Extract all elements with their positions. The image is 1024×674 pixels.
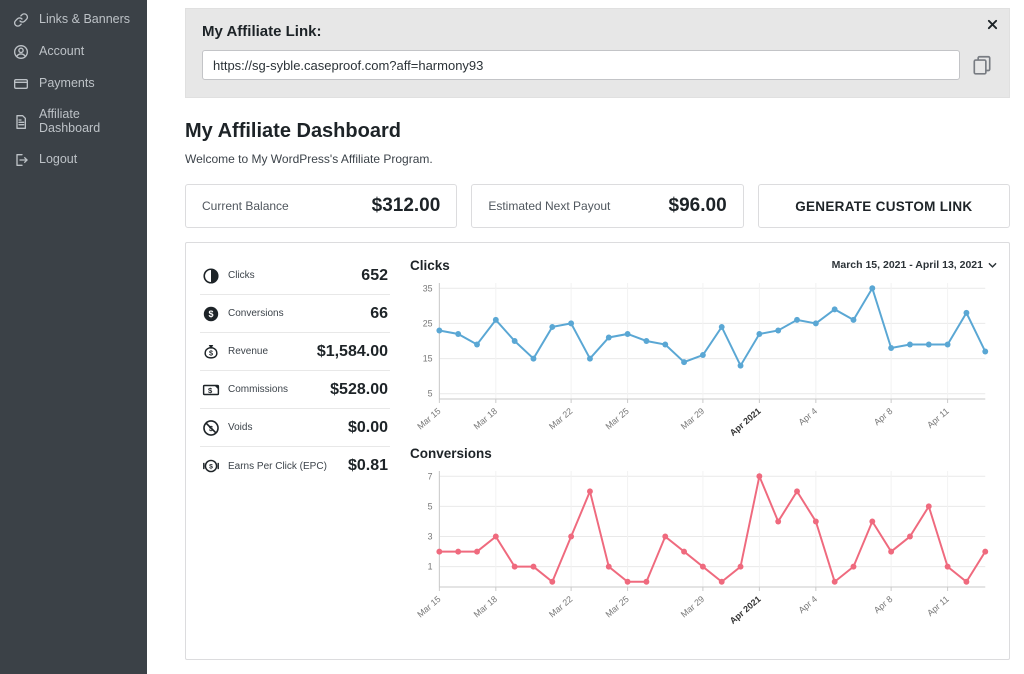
sidebar-item-affiliate-dashboard[interactable]: Affiliate Dashboard [0,100,147,144]
close-icon[interactable] [985,17,999,31]
date-range-label: March 15, 2021 - April 13, 2021 [831,259,983,271]
svg-text:Mar 25: Mar 25 [604,594,631,620]
sidebar-item-payments[interactable]: Payments [0,68,147,100]
stat-row-epc: $ Earns Per Click (EPC) $0.81 [200,447,390,485]
svg-text:$: $ [208,309,213,319]
svg-text:Apr 2021: Apr 2021 [728,594,763,626]
stat-row-conversions: $ Conversions 66 [200,295,390,333]
banknote-icon: $ [202,381,220,399]
conversions-line-chart: 1 3 5 7 Mar 15 Mar 18 Mar 22 Mar 25 Mar 29 Apr 20… [415,471,989,626]
affiliate-link-input[interactable] [202,50,960,80]
svg-text:Apr 2021: Apr 2021 [728,406,763,438]
svg-text:Apr 4: Apr 4 [797,406,819,428]
sidebar-item-label: Links & Banners [39,12,131,27]
charts-column: Clicks March 15, 2021 - April 13, 2021 5… [394,255,997,647]
svg-text:$: $ [208,385,213,394]
next-payout-label: Estimated Next Payout [488,199,611,213]
clicks-icon [202,267,220,285]
svg-text:Apr 11: Apr 11 [925,594,951,618]
money-bag-icon: $ [202,343,220,361]
summary-row: Current Balance $312.00 Estimated Next P… [185,184,1010,228]
stat-label: Voids [228,422,253,433]
stat-value: $0.00 [347,418,388,436]
void-dollar-icon: $ [202,419,220,437]
chevron-down-icon [988,262,997,269]
next-payout-value: $96.00 [668,195,727,216]
stat-label: Conversions [228,308,284,319]
dollar-circle-icon: $ [202,305,220,323]
stat-value: 66 [370,304,388,322]
svg-text:7: 7 [428,471,433,481]
affiliate-link-title: My Affiliate Link: [202,23,322,40]
stat-row-revenue: $ Revenue $1,584.00 [200,333,390,371]
stat-row-clicks: Clicks 652 [200,257,390,295]
sidebar-item-account[interactable]: Account [0,36,147,68]
svg-text:Apr 8: Apr 8 [872,406,894,428]
current-balance-label: Current Balance [202,199,289,213]
welcome-text: Welcome to My WordPress's Affiliate Prog… [185,152,433,166]
stat-row-voids: $ Voids $0.00 [200,409,390,447]
svg-text:$: $ [209,464,213,471]
stat-value: $528.00 [330,380,388,398]
stat-label: Clicks [228,270,255,281]
svg-text:Mar 18: Mar 18 [472,406,499,432]
stat-label: Earns Per Click (EPC) [228,460,327,472]
conversions-chart-title: Conversions [410,445,492,461]
clicks-chart-title: Clicks [410,257,450,273]
svg-text:Mar 29: Mar 29 [679,594,706,620]
svg-text:Mar 15: Mar 15 [415,406,442,432]
sidebar-item-label: Logout [39,151,78,166]
svg-text:25: 25 [423,318,433,328]
sidebar-item-label: Account [39,44,85,59]
svg-text:Mar 29: Mar 29 [679,406,706,432]
current-balance-value: $312.00 [371,195,441,216]
next-payout-card: Estimated Next Payout $96.00 [471,184,744,228]
stat-row-commissions: $ Commissions $528.00 [200,371,390,409]
svg-text:Mar 18: Mar 18 [472,594,499,620]
document-icon [13,114,29,130]
page-title: My Affiliate Dashboard [185,120,401,142]
stat-value: $0.81 [347,457,388,474]
stats-column: Clicks 652 $ Conversions 66 $ Revenue $1… [198,255,394,647]
sidebar-item-label: Payments [39,76,95,91]
svg-text:1: 1 [428,562,433,572]
sidebar-item-logout[interactable]: Logout [0,144,147,176]
svg-text:Mar 25: Mar 25 [604,406,631,432]
credit-card-icon [13,76,29,92]
sidebar-item-label: Affiliate Dashboard [39,107,101,135]
svg-text:35: 35 [423,283,433,293]
copy-icon[interactable] [971,54,993,76]
logout-icon [13,152,29,168]
svg-text:3: 3 [428,531,433,541]
earns-per-click-icon: $ [202,457,220,475]
svg-text:Mar 22: Mar 22 [547,406,574,432]
svg-text:5: 5 [428,501,433,511]
stat-value: $1,584.00 [316,342,388,360]
svg-text:5: 5 [428,389,433,399]
svg-text:Apr 11: Apr 11 [925,406,951,430]
svg-text:Apr 4: Apr 4 [797,594,819,616]
svg-text:15: 15 [423,353,433,363]
person-icon [13,44,29,60]
svg-text:Mar 22: Mar 22 [547,594,574,620]
stat-label: Revenue [228,346,269,357]
affiliate-link-panel: My Affiliate Link: [185,8,1010,98]
stat-value: 652 [361,266,388,284]
main-content: My Affiliate Link: My Affiliate Dashboar… [147,0,1024,674]
svg-text:Apr 8: Apr 8 [872,594,894,616]
date-range-selector[interactable]: March 15, 2021 - April 13, 2021 [832,259,997,271]
svg-text:Mar 15: Mar 15 [415,594,442,620]
generate-custom-link-button[interactable]: GENERATE CUSTOM LINK [757,184,1010,228]
svg-text:$: $ [209,348,213,357]
clicks-line-chart: 5 15 25 35 Mar 15 Mar 18 Mar 22 Mar 25 Mar 29 Apr… [415,283,989,438]
sidebar: Links & Banners Account Payments Affilia… [0,0,147,674]
link-icon [13,12,29,28]
dashboard-panel: Clicks 652 $ Conversions 66 $ Revenue $1… [185,242,1010,660]
current-balance-card: Current Balance $312.00 [185,184,458,228]
stat-label: Commissions [228,384,289,395]
sidebar-item-links-banners[interactable]: Links & Banners [0,4,147,36]
